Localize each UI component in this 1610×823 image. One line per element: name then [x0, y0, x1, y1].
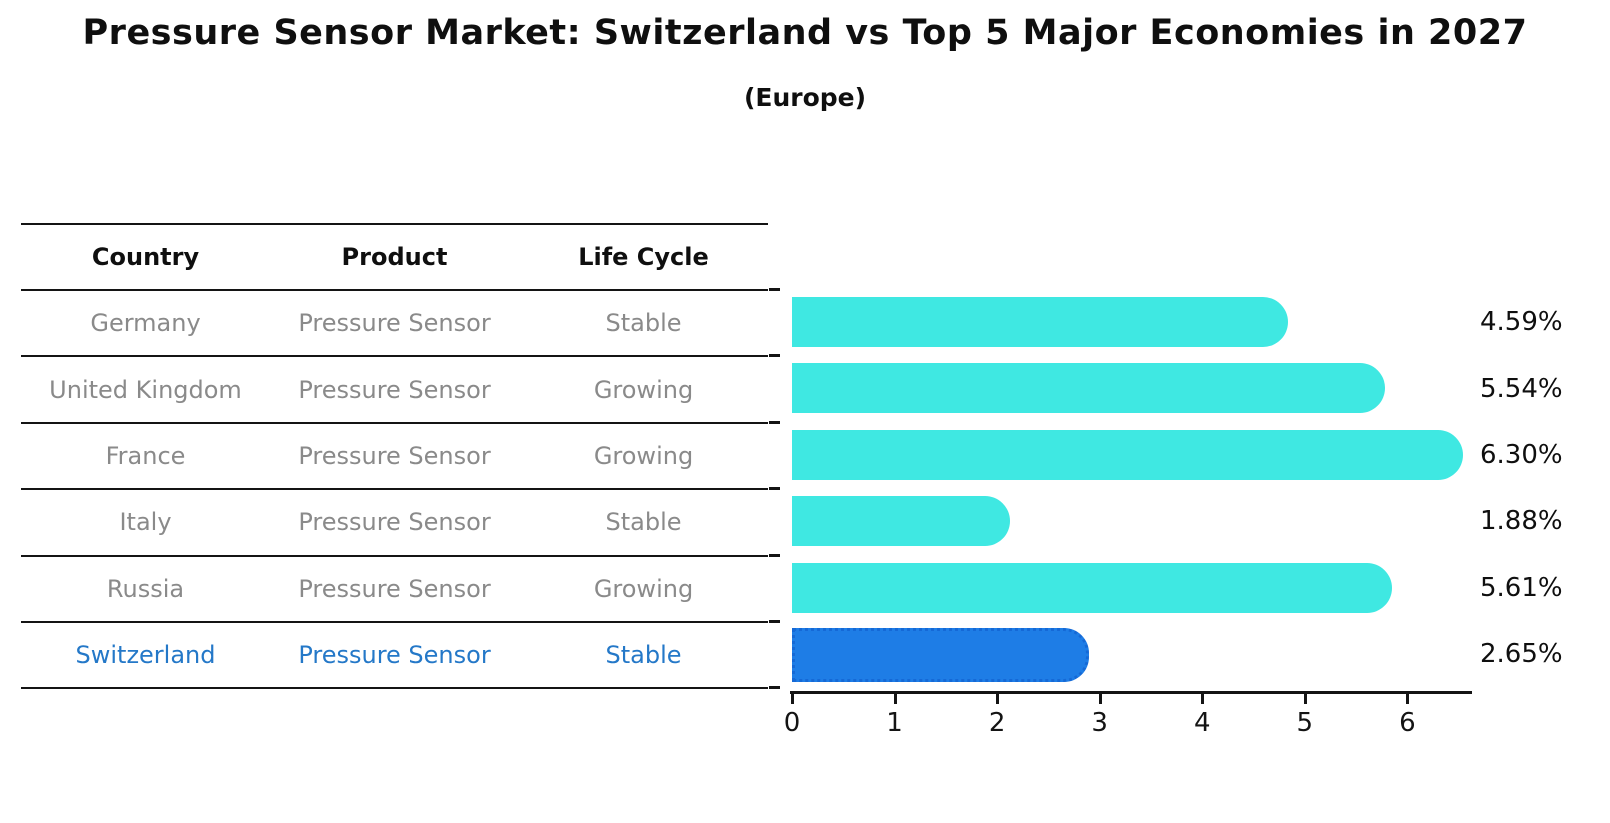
page-title: Pressure Sensor Market: Switzerland vs T… [82, 13, 1528, 53]
cell-country: Germany [90, 309, 201, 338]
value-label-germany: 4.59% [1480, 307, 1563, 338]
x-tick-label: 4 [1193, 708, 1211, 738]
value-labels: 4.59% 5.54% 6.30% 1.88% 5.61% 2.65% [1480, 289, 1563, 687]
x-tick-mark [1303, 694, 1307, 704]
x-tick-label: 0 [783, 708, 801, 738]
y-tick-mark [769, 620, 780, 623]
x-tick-mark [996, 694, 1000, 704]
cell-life-cycle: Growing [593, 375, 694, 404]
bar-row [792, 488, 1492, 554]
table-row: Italy Pressure Sensor Stable [21, 490, 768, 557]
y-tick-mark [769, 288, 780, 291]
table-row: Russia Pressure Sensor Growing [21, 557, 768, 623]
x-tick-mark [1406, 694, 1410, 704]
x-tick-mark [1098, 694, 1102, 704]
bar-row [792, 555, 1492, 621]
bar-switzerland-highlighted [792, 627, 1089, 682]
bar-united-kingdom [792, 363, 1386, 414]
bar-italy [792, 496, 1010, 547]
x-tick-label: 5 [1296, 708, 1314, 738]
x-tick-label: 3 [1091, 708, 1108, 738]
column-header-country: Country [91, 243, 200, 271]
value-label-russia: 5.61% [1480, 572, 1563, 603]
cell-product: Pressure Sensor [298, 309, 491, 338]
table-header-row: Country Product Life Cycle [21, 225, 768, 291]
y-tick-mark [769, 553, 780, 557]
x-tick-mark [791, 694, 794, 704]
cell-country: France [105, 441, 186, 470]
x-tick-mark [1201, 694, 1205, 704]
x-tick-label: 1 [886, 708, 903, 738]
table-row: United Kingdom Pressure Sensor Growing [21, 357, 768, 424]
cell-country: Russia [106, 574, 185, 603]
bar-row [792, 621, 1492, 687]
cell-country: Italy [119, 508, 172, 537]
y-tick-mark [769, 686, 780, 690]
table-row: France Pressure Sensor Growing [21, 424, 768, 491]
x-axis-ticks: 0 1 2 3 4 5 6 [784, 694, 1474, 749]
cell-life-cycle: Growing [593, 441, 694, 470]
country-table: Country Product Life Cycle Germany Press… [21, 223, 768, 690]
value-label-italy: 1.88% [1480, 506, 1563, 537]
value-label-switzerland: 2.65% [1480, 639, 1563, 670]
bar-row [792, 355, 1492, 421]
page-subtitle: (Europe) [743, 83, 867, 112]
cell-life-cycle: Growing [593, 574, 694, 603]
cell-life-cycle: Stable [605, 508, 682, 537]
y-tick-mark [769, 487, 780, 491]
bar-row [792, 422, 1492, 488]
y-tick-mark [769, 420, 780, 424]
value-label-france: 6.30% [1480, 439, 1563, 470]
cell-life-cycle: Stable [605, 641, 682, 670]
cell-country: Switzerland [75, 641, 216, 670]
bar-germany [792, 297, 1288, 347]
cell-product: Pressure Sensor [298, 508, 491, 537]
cell-product: Pressure Sensor [298, 441, 491, 470]
table-row-switzerland: Switzerland Pressure Sensor Stable [21, 623, 768, 690]
column-header-product: Product [341, 243, 448, 271]
column-header-life-cycle: Life Cycle [578, 243, 709, 271]
cell-product: Pressure Sensor [298, 641, 491, 670]
bar-russia [792, 562, 1393, 613]
x-tick-label: 6 [1399, 708, 1416, 738]
cell-product: Pressure Sensor [298, 574, 491, 603]
cell-country: United Kingdom [49, 375, 242, 404]
y-tick-mark [769, 354, 780, 358]
cell-product: Pressure Sensor [298, 375, 491, 404]
table-row: Germany Pressure Sensor Stable [21, 291, 768, 358]
x-tick-mark [893, 694, 897, 704]
cell-life-cycle: Stable [605, 309, 682, 338]
bar-france [792, 429, 1464, 480]
x-axis-line [790, 691, 1472, 694]
bar-chart [792, 289, 1492, 687]
x-tick-label: 2 [988, 708, 1006, 738]
bar-row [792, 289, 1492, 355]
value-label-united-kingdom: 5.54% [1480, 373, 1563, 404]
